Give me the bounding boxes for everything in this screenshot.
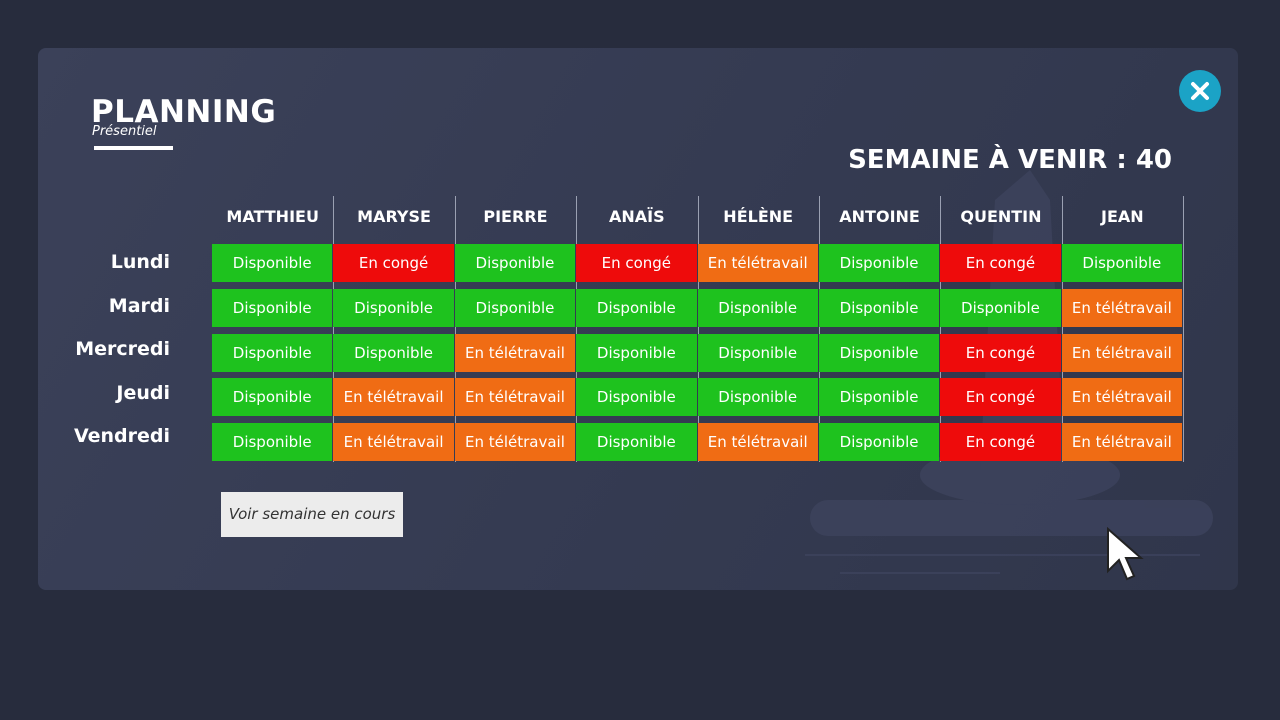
column-header: QUENTIN	[960, 207, 1042, 226]
column-separator	[454, 196, 456, 462]
status-cell: En télétravail	[454, 333, 576, 372]
status-cell: En télétravail	[333, 423, 454, 462]
status-cell: En télétravail	[1061, 288, 1182, 327]
status-cell: Disponible	[576, 423, 697, 462]
day-label: Mardi	[108, 294, 170, 317]
status-cell: Disponible	[1061, 244, 1182, 282]
column-header: MATTHIEU	[226, 207, 319, 226]
status-cell: En télétravail	[697, 423, 818, 462]
status-cell: En télétravail	[333, 378, 454, 417]
mouse-cursor	[1107, 527, 1144, 581]
status-cell: En congé	[940, 378, 1061, 417]
status-cell: Disponible	[212, 378, 333, 417]
status-cell: En congé	[940, 244, 1061, 282]
status-cell: Disponible	[697, 378, 818, 417]
status-cell: Disponible	[454, 244, 576, 282]
column-header: JEAN	[1100, 207, 1144, 226]
status-cell: Disponible	[212, 423, 333, 462]
status-cell: Disponible	[333, 333, 454, 372]
status-cell: En télétravail	[454, 423, 576, 462]
status-cell: En congé	[576, 244, 697, 282]
status-cell: Disponible	[697, 288, 818, 327]
column-separator	[940, 196, 942, 462]
day-label: Jeudi	[116, 381, 170, 404]
title-underline	[94, 146, 173, 150]
status-cell: En télétravail	[1061, 333, 1182, 372]
current-week-button[interactable]: Voir semaine en cours	[221, 492, 403, 537]
column-header: MARYSE	[357, 207, 431, 226]
column-header: ANAÏS	[608, 207, 665, 226]
status-cell: Disponible	[940, 288, 1061, 327]
status-cell: En congé	[940, 333, 1061, 372]
column-header: HÉLÈNE	[723, 207, 794, 226]
column-header: PIERRE	[483, 207, 548, 226]
status-cell: Disponible	[454, 288, 576, 327]
status-cell: En congé	[940, 423, 1061, 462]
status-cell: Disponible	[576, 288, 697, 327]
close-icon	[1191, 82, 1209, 100]
status-cell: Disponible	[818, 333, 940, 372]
column-separator	[1061, 196, 1063, 462]
status-cell: Disponible	[333, 288, 454, 327]
status-cell: En congé	[333, 244, 454, 282]
status-cell: Disponible	[212, 333, 333, 372]
day-label: Mercredi	[75, 338, 170, 360]
column-separator	[818, 196, 820, 462]
status-cell: Disponible	[818, 378, 940, 417]
status-cell: Disponible	[576, 333, 697, 372]
column-separator	[576, 196, 578, 462]
status-cell: En télétravail	[1061, 423, 1182, 462]
week-label: SEMAINE À VENIR : 40	[848, 145, 1172, 175]
status-cell: Disponible	[697, 333, 818, 372]
column-separator	[697, 196, 699, 462]
status-cell: En télétravail	[697, 244, 818, 282]
status-cell: Disponible	[818, 244, 940, 282]
column-separator	[1183, 196, 1184, 462]
status-cell: Disponible	[212, 244, 333, 282]
day-label: Vendredi	[73, 425, 170, 447]
page-subtitle: Présentiel	[92, 124, 157, 139]
status-cell: En télétravail	[454, 378, 576, 417]
status-cell: Disponible	[818, 288, 940, 327]
status-cell: Disponible	[576, 378, 697, 417]
page-title: PLANNING	[91, 94, 277, 130]
column-header: ANTOINE	[839, 207, 920, 226]
day-label: Lundi	[110, 251, 170, 273]
close-button[interactable]	[1179, 70, 1221, 112]
status-cell: En télétravail	[1061, 378, 1182, 417]
status-cell: Disponible	[818, 423, 940, 462]
status-cell: Disponible	[212, 288, 333, 327]
column-separator	[333, 196, 335, 462]
